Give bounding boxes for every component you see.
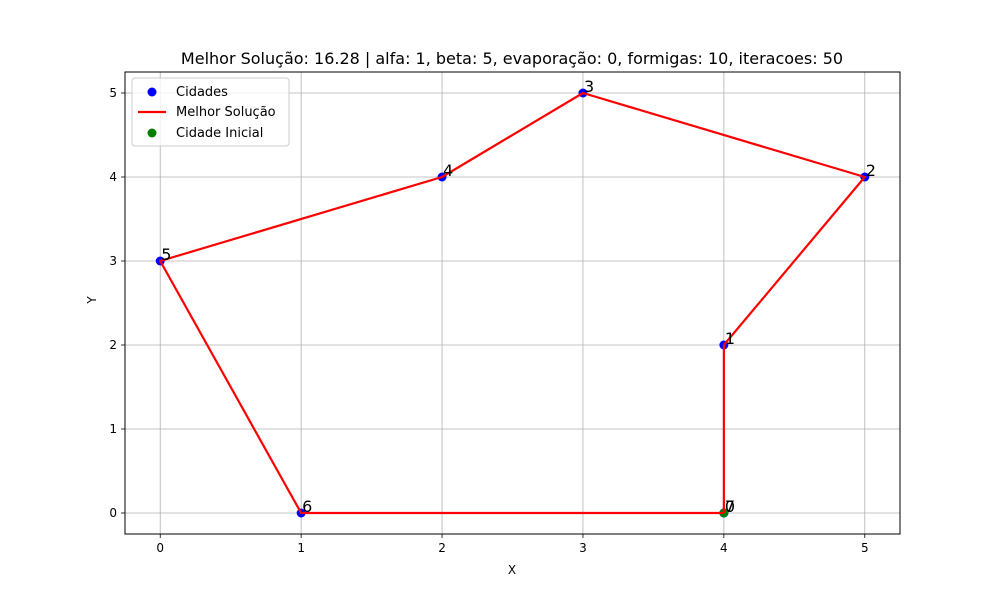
city-label: 4 [443, 161, 453, 180]
ticks-layer: 0 1 2 3 4 5 0 1 2 3 4 5 [109, 86, 868, 555]
legend-label: Cidade Inicial [176, 126, 263, 141]
y-tick-label: 0 [109, 506, 117, 520]
best-route-line [159, 91, 866, 515]
x-tick-label: 4 [720, 541, 728, 555]
route-line-layer [159, 91, 866, 515]
city-label: 0 [725, 497, 735, 516]
point-labels-layer: 0 1 2 3 4 5 6 7 [161, 77, 876, 516]
legend-box [131, 77, 290, 147]
legend-label: Cidades [176, 85, 228, 100]
x-axis-title: X [508, 563, 516, 577]
plot-frame [124, 71, 901, 535]
x-tick-label: 3 [579, 541, 587, 555]
x-tick-label: 5 [861, 541, 869, 555]
y-tick-label: 3 [109, 254, 117, 268]
x-tick-label: 1 [297, 541, 305, 555]
legend-label: Melhor Solução [176, 105, 276, 120]
y-tick-label: 4 [109, 170, 117, 184]
city-label: 3 [584, 77, 594, 96]
city-label: 2 [866, 161, 876, 180]
y-axis-title: Y [85, 296, 99, 305]
city-label: 6 [302, 497, 312, 516]
y-tick-label: 5 [109, 86, 117, 100]
legend-point-marker [147, 87, 157, 97]
chart-title: Melhor Solução: 16.28 | alfa: 1, beta: 5… [181, 49, 843, 68]
y-tick-label: 2 [109, 338, 117, 352]
y-tick-label: 1 [109, 422, 117, 436]
city-label: 7 [725, 497, 735, 516]
city-label: 5 [161, 245, 171, 264]
legend: Cidades Melhor Solução Cidade Inicial [131, 77, 290, 147]
legend-point-marker [147, 128, 157, 138]
x-tick-label: 2 [438, 541, 446, 555]
city-label: 1 [725, 329, 735, 348]
x-tick-label: 0 [156, 541, 164, 555]
